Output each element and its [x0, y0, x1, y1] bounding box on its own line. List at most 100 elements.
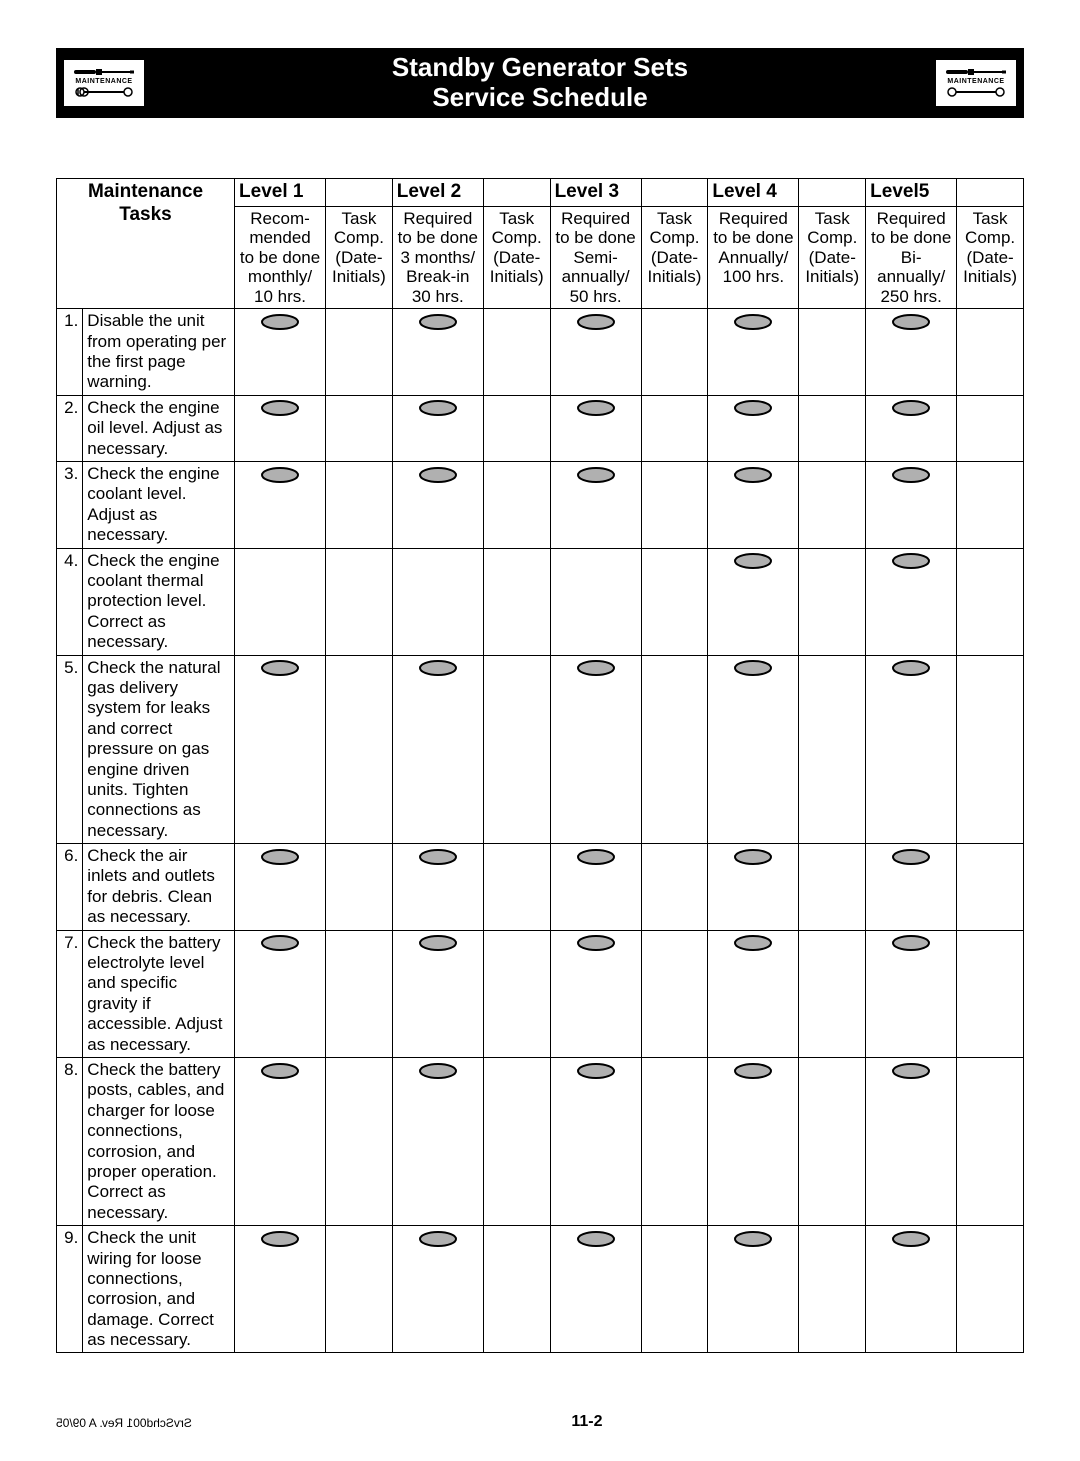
initials-cell[interactable]: [326, 395, 393, 461]
oval-marker-icon: [260, 1063, 300, 1079]
mark-cell: [866, 655, 957, 844]
task-text: Disable the unit from operating per the …: [83, 309, 235, 396]
initials-cell[interactable]: [483, 309, 550, 396]
initials-cell[interactable]: [799, 655, 866, 844]
oval-marker-icon: [418, 1231, 458, 1247]
initials-cell[interactable]: [641, 1057, 708, 1225]
oval-marker-icon: [733, 1063, 773, 1079]
task-text: Check the air inlets and outlets for deb…: [83, 844, 235, 931]
tasks-header-l1: Maintenance: [61, 181, 230, 204]
task-number: 4.: [57, 548, 83, 655]
oval-marker-icon: [260, 314, 300, 330]
initials-cell[interactable]: [641, 462, 708, 549]
page: MAINTENANCE Standby Generator Sets Servi…: [0, 0, 1080, 1461]
level-desc: Requiredto be doneSemi-annually/50 hrs.: [550, 206, 641, 309]
oval-marker-icon: [733, 849, 773, 865]
oval-marker-icon: [418, 660, 458, 676]
initials-cell[interactable]: [799, 930, 866, 1057]
initials-cell[interactable]: [641, 844, 708, 931]
task-text: Check the battery electrolyte level and …: [83, 930, 235, 1057]
oval-marker-icon: [576, 400, 616, 416]
initials-cell[interactable]: [326, 655, 393, 844]
oval-marker-icon: [891, 1063, 931, 1079]
initials-cell[interactable]: [326, 462, 393, 549]
initials-cell[interactable]: [799, 1226, 866, 1353]
initials-cell[interactable]: [799, 1057, 866, 1225]
oval-marker-icon: [418, 400, 458, 416]
task-row: 3.Check the engine coolant level. Adjust…: [57, 462, 1024, 549]
task-text: Check the engine oil level. Adjust as ne…: [83, 395, 235, 461]
initials-cell[interactable]: [483, 1226, 550, 1353]
initials-cell[interactable]: [483, 844, 550, 931]
initials-cell[interactable]: [799, 548, 866, 655]
level-init: TaskComp.(Date-Initials): [957, 206, 1024, 309]
initials-cell[interactable]: [957, 844, 1024, 931]
oval-marker-icon: [733, 553, 773, 569]
maintenance-icon-label: MAINTENANCE: [947, 78, 1004, 85]
mark-cell: [235, 655, 326, 844]
initials-cell[interactable]: [957, 395, 1024, 461]
initials-cell[interactable]: [326, 930, 393, 1057]
initials-cell[interactable]: [641, 930, 708, 1057]
initials-cell[interactable]: [957, 1057, 1024, 1225]
initials-cell[interactable]: [641, 548, 708, 655]
mark-cell: [235, 1057, 326, 1225]
oval-marker-icon: [733, 1231, 773, 1247]
initials-cell[interactable]: [483, 462, 550, 549]
initials-cell[interactable]: [641, 655, 708, 844]
level-init: TaskComp.(Date-Initials): [641, 206, 708, 309]
task-text: Check the battery posts, cables, and cha…: [83, 1057, 235, 1225]
oval-marker-icon: [260, 849, 300, 865]
initials-cell[interactable]: [326, 844, 393, 931]
initials-cell[interactable]: [799, 462, 866, 549]
mark-cell: [708, 462, 799, 549]
initials-cell[interactable]: [641, 395, 708, 461]
level-3-header: Level 3: [550, 178, 641, 206]
initials-cell[interactable]: [483, 548, 550, 655]
initials-cell[interactable]: [483, 1057, 550, 1225]
initials-cell[interactable]: [326, 548, 393, 655]
initials-cell[interactable]: [957, 1226, 1024, 1353]
level-1-header: Level 1: [235, 178, 326, 206]
mark-cell: [235, 309, 326, 396]
initials-cell[interactable]: [483, 655, 550, 844]
oval-marker-icon: [733, 400, 773, 416]
task-text: Check the natural gas delivery system fo…: [83, 655, 235, 844]
initials-cell[interactable]: [326, 1226, 393, 1353]
screwdriver-icon: [946, 68, 1006, 76]
initials-cell[interactable]: [483, 930, 550, 1057]
mark-cell: [392, 548, 483, 655]
initials-cell[interactable]: [326, 1057, 393, 1225]
initials-cell[interactable]: [957, 462, 1024, 549]
task-row: 8.Check the battery posts, cables, and c…: [57, 1057, 1024, 1225]
mark-cell: [708, 395, 799, 461]
initials-cell[interactable]: [957, 548, 1024, 655]
initials-cell[interactable]: [641, 1226, 708, 1353]
level-init: TaskComp.(Date-Initials): [483, 206, 550, 309]
mark-cell: [708, 1226, 799, 1353]
oval-marker-icon: [733, 935, 773, 951]
task-number: 3.: [57, 462, 83, 549]
initials-cell[interactable]: [957, 930, 1024, 1057]
mark-cell: [708, 548, 799, 655]
task-row: 2.Check the engine oil level. Adjust as …: [57, 395, 1024, 461]
initials-cell[interactable]: [799, 395, 866, 461]
task-number: 1.: [57, 309, 83, 396]
level-desc: Recom-mendedto be donemonthly/10 hrs.: [235, 206, 326, 309]
title-banner: MAINTENANCE Standby Generator Sets Servi…: [56, 48, 1024, 118]
initials-cell[interactable]: [957, 655, 1024, 844]
task-text: Check the engine coolant level. Adjust a…: [83, 462, 235, 549]
initials-cell[interactable]: [957, 309, 1024, 396]
oval-marker-icon: [576, 314, 616, 330]
task-number: 6.: [57, 844, 83, 931]
initials-cell[interactable]: [483, 395, 550, 461]
initials-cell[interactable]: [326, 309, 393, 396]
initials-cell[interactable]: [799, 844, 866, 931]
task-number: 9.: [57, 1226, 83, 1353]
mark-cell: [392, 655, 483, 844]
wrench-icon: [946, 87, 1006, 97]
initials-cell[interactable]: [799, 309, 866, 396]
oval-marker-icon: [418, 314, 458, 330]
initials-cell[interactable]: [641, 309, 708, 396]
mark-cell: [550, 1226, 641, 1353]
